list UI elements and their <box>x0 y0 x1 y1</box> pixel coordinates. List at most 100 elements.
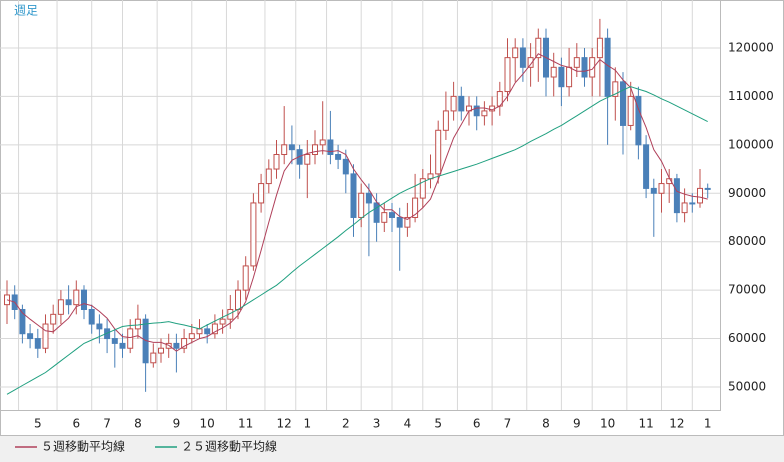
x-tick-label: 9 <box>573 417 581 431</box>
y-tick-label: 70000 <box>728 283 766 297</box>
candle-body <box>481 110 488 117</box>
x-tick-label: 3 <box>373 417 381 431</box>
candle-body <box>19 308 26 335</box>
x-tick-label: 7 <box>103 417 111 431</box>
candle-body <box>150 352 157 364</box>
candle-body <box>473 105 480 117</box>
candle-body <box>158 347 164 354</box>
candle-body <box>211 323 218 335</box>
x-tick-label: 11 <box>238 417 253 431</box>
candle-body <box>504 57 511 93</box>
candle-body <box>365 192 372 204</box>
candle-body <box>450 95 457 112</box>
candle-body <box>381 212 388 223</box>
candle-body <box>681 202 688 214</box>
candle-body <box>689 202 696 205</box>
candle-body <box>527 57 534 68</box>
candle-body <box>404 216 411 228</box>
candle-body <box>620 81 626 126</box>
candle-body <box>196 328 203 335</box>
candle-body <box>673 178 680 214</box>
candle-body <box>312 144 318 156</box>
candle-body <box>281 144 288 156</box>
candle-body <box>235 289 241 310</box>
candle-body <box>512 47 519 59</box>
x-tick-label: 9 <box>173 417 181 431</box>
candle-body <box>658 183 665 194</box>
legend-label: ２５週移動平均線 <box>181 439 277 454</box>
candle-body <box>389 212 395 218</box>
candle-body <box>373 202 380 223</box>
x-tick-label: 6 <box>473 417 481 431</box>
candle-body <box>581 57 588 78</box>
candle-body <box>34 338 41 349</box>
candle-body <box>358 192 365 218</box>
candle-body <box>65 299 72 306</box>
candle-body <box>535 37 542 59</box>
candle-body <box>111 338 118 344</box>
x-tick-label: 5 <box>434 417 442 431</box>
candle-body <box>134 318 141 330</box>
y-tick-label: 60000 <box>728 331 766 345</box>
candle-body <box>57 299 64 315</box>
candle-body <box>265 168 272 185</box>
y-tick-label: 90000 <box>728 186 766 200</box>
candle-body <box>643 144 650 189</box>
x-tick-label: 7 <box>504 417 512 431</box>
candle-body <box>566 66 573 88</box>
candle-body <box>181 338 188 349</box>
x-tick-label: 6 <box>72 417 80 431</box>
candle-body <box>96 323 103 330</box>
candle-body <box>396 216 403 228</box>
candle-body <box>604 37 611 97</box>
candle-body <box>27 333 34 340</box>
candle-body <box>342 158 349 175</box>
y-tick-label: 50000 <box>728 379 766 393</box>
candle-body <box>73 289 80 306</box>
candle-body <box>442 110 449 131</box>
candle-body <box>612 81 619 97</box>
x-tick-label: 10 <box>200 417 215 431</box>
candle-body <box>42 323 49 349</box>
candle-body <box>458 95 465 112</box>
candle-body <box>188 333 195 340</box>
candle-body <box>412 197 419 218</box>
candle-body <box>519 47 526 68</box>
chart-title: 週足 <box>14 4 38 18</box>
candle-body <box>119 342 126 349</box>
candle-body <box>335 154 342 160</box>
ma-line <box>6 86 708 395</box>
candle-body <box>204 328 211 335</box>
candle-body <box>250 202 257 267</box>
x-tick-label: 4 <box>404 417 412 431</box>
ma-line <box>6 53 708 352</box>
candle-body <box>573 57 580 68</box>
candle-body <box>219 318 226 325</box>
candle-body <box>558 66 565 88</box>
y-tick-label: 120000 <box>728 40 774 54</box>
candle-body <box>327 139 334 156</box>
candle-body <box>258 183 265 204</box>
candle-body <box>273 154 280 170</box>
candle-body <box>50 313 57 325</box>
candle-body <box>435 129 442 175</box>
x-tick-label: 2 <box>342 417 350 431</box>
candle-body <box>419 178 426 199</box>
x-tick-label: 1 <box>303 417 311 431</box>
candle-body <box>288 144 295 151</box>
candle-body <box>81 289 87 310</box>
candle-body <box>697 187 703 204</box>
x-tick-label: 8 <box>134 417 142 431</box>
candle-body <box>650 187 657 194</box>
x-tick-label: 5 <box>34 417 42 431</box>
candle-body <box>127 328 134 349</box>
marks <box>4 18 711 395</box>
candle-body <box>589 57 596 78</box>
candle-body <box>350 173 357 218</box>
x-tick-label: 11 <box>638 417 653 431</box>
candle-body <box>704 187 711 190</box>
candle-body <box>173 342 180 349</box>
y-tick-label: 110000 <box>728 89 774 103</box>
candle-body <box>596 37 603 59</box>
